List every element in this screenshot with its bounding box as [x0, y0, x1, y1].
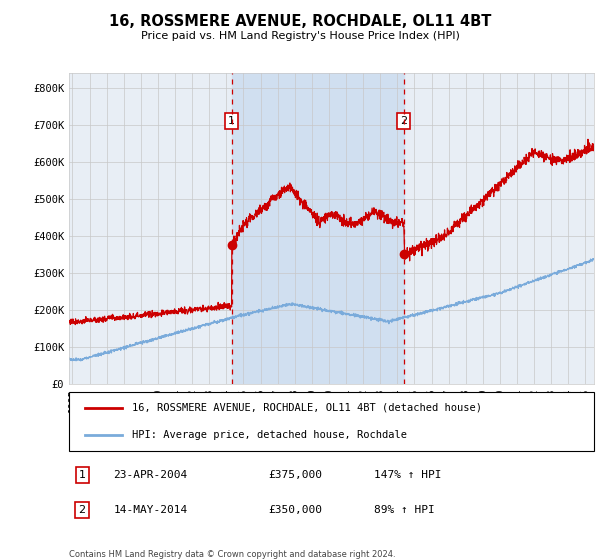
Text: £350,000: £350,000: [269, 505, 323, 515]
Text: 147% ↑ HPI: 147% ↑ HPI: [373, 470, 441, 480]
Text: Contains HM Land Registry data © Crown copyright and database right 2024.
This d: Contains HM Land Registry data © Crown c…: [69, 550, 395, 560]
Text: 14-MAY-2014: 14-MAY-2014: [113, 505, 188, 515]
Text: 16, ROSSMERE AVENUE, ROCHDALE, OL11 4BT: 16, ROSSMERE AVENUE, ROCHDALE, OL11 4BT: [109, 14, 491, 29]
Text: 2: 2: [400, 116, 407, 126]
Text: 1: 1: [228, 116, 235, 126]
FancyBboxPatch shape: [69, 392, 594, 451]
Text: 16, ROSSMERE AVENUE, ROCHDALE, OL11 4BT (detached house): 16, ROSSMERE AVENUE, ROCHDALE, OL11 4BT …: [132, 403, 482, 413]
Text: 1: 1: [79, 470, 86, 480]
Text: Price paid vs. HM Land Registry's House Price Index (HPI): Price paid vs. HM Land Registry's House …: [140, 31, 460, 41]
Text: 89% ↑ HPI: 89% ↑ HPI: [373, 505, 434, 515]
Text: HPI: Average price, detached house, Rochdale: HPI: Average price, detached house, Roch…: [132, 430, 407, 440]
Bar: [232, 73, 404, 384]
Text: 2: 2: [79, 505, 86, 515]
Text: £375,000: £375,000: [269, 470, 323, 480]
Text: 23-APR-2004: 23-APR-2004: [113, 470, 188, 480]
